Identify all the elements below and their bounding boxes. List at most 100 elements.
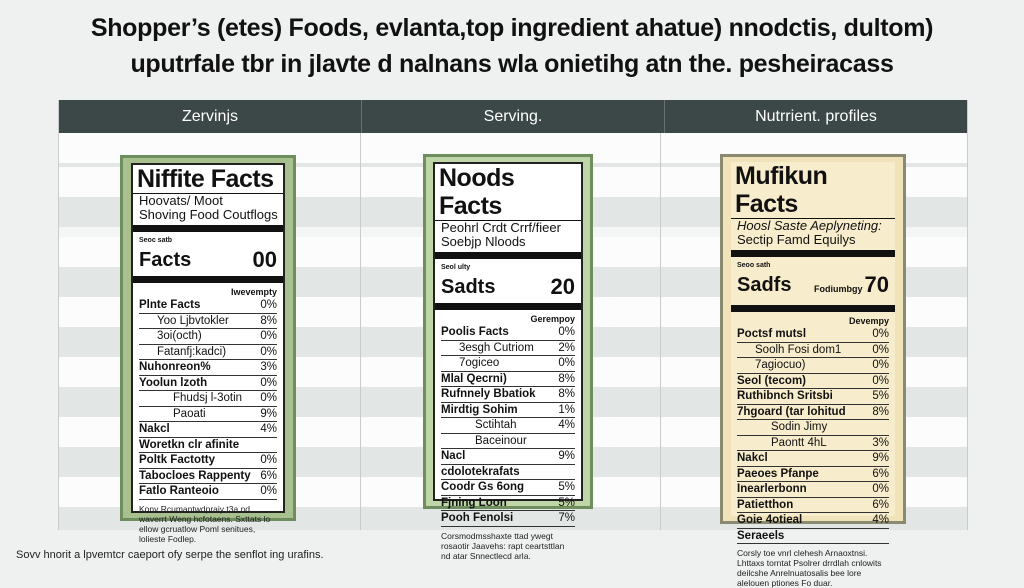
nutrient-percent: 0%: [260, 392, 277, 404]
table-header: Zervinjs Serving. Nutrrient. profiles: [59, 100, 967, 133]
serving-label: Facts: [139, 249, 192, 271]
nutrient-row: Fjning Loon 5%: [441, 496, 575, 511]
nutrient-percent: 5%: [872, 390, 889, 402]
nutrient-percent: 9%: [260, 407, 277, 420]
nutrition-label-heading: Noods Facts: [439, 164, 515, 220]
serving-label: Sadfs: [737, 274, 792, 296]
nutrient-name: Sodin Jimy: [771, 421, 828, 433]
nutrient-name: Yoolun lzoth: [139, 376, 208, 389]
nutrient-percent: 4%: [872, 514, 889, 526]
nutrient-name: Mirdtig Sohim: [441, 403, 518, 416]
serving-size-row: Facts 00: [133, 247, 283, 273]
nutrient-row: Tabocloes Rappenty 6%: [139, 469, 277, 484]
nutrient-name: Coodr Gs 6ong: [441, 481, 525, 493]
serving-value: 70: [864, 272, 889, 297]
nutrient-row: Yoolun lzoth 0%: [139, 376, 277, 391]
nutrition-label-note: Seoc satb: [139, 237, 173, 244]
nutrition-label-footnote: Corsmodmsshaxte ttad ywegt rosaotir Jaav…: [441, 530, 565, 561]
nutrition-label-2: Noods Facts Peohrl Crdt Crrf/fieer Soebj…: [423, 154, 593, 561]
nutrition-label-footnote: Corsly toe vnrl clehesh Arnaoxtnsi. Lhtt…: [737, 548, 882, 588]
nutrient-name: Baceinour: [475, 434, 527, 447]
serving-label: Sadts: [441, 276, 496, 298]
nutrition-label-note: Seoo sath: [737, 262, 771, 269]
nutrient-row: Poltk Factotty 0%: [139, 453, 277, 469]
serving-size-row: Sadfs Fodiumbgy70: [731, 272, 895, 302]
nutrient-row: Patietthon 6%: [737, 498, 889, 513]
nutrition-label-subtitle: Hoovats/ Moot: [139, 193, 223, 208]
nutrient-percent: 7%: [558, 512, 575, 524]
nutrient-row: Poolis Facts 0%: [441, 325, 575, 341]
nutrient-name: Seol (tecom): [737, 374, 807, 387]
nutrient-percent: 0%: [260, 299, 277, 311]
nutrient-name: Fatanfj:kadci): [157, 345, 227, 358]
nutrient-name: Paeoes Pfanpe: [737, 467, 819, 480]
nutrient-percent: 0%: [872, 328, 889, 340]
nutrient-name: Poltk Factotty: [139, 454, 216, 466]
nutrient-row: Sctihtah 4%: [441, 418, 575, 434]
nutrient-row: Goie 4otieal 4%: [737, 513, 889, 529]
nutrient-rows: Plnte Facts 0% Yoo Ljbvtokler 8% 3oi(octh) 0%…: [133, 298, 283, 500]
nutrient-percent: 0%: [260, 330, 277, 342]
nutrition-label-panel: Mufikun Facts Hoosl Saste Aeplyneting: S…: [731, 162, 895, 588]
nutrient-percent: 0%: [260, 345, 277, 358]
nutrient-name: Seraeels: [737, 529, 785, 542]
serving-prefix: Fodiumbgy: [814, 284, 863, 294]
nutrient-name: Poctsf mutsl: [737, 328, 807, 340]
nutrient-percent: 6%: [260, 469, 277, 482]
nutrient-percent: 0%: [260, 376, 277, 389]
nutrient-percent: 0%: [872, 483, 889, 495]
nutrient-percent: 0%: [558, 357, 575, 369]
nutrition-label-subtitle: Shoving Food Coutflogs: [139, 207, 278, 222]
column-header-servings: Zervinjs: [59, 100, 362, 133]
nutrition-label-subtitle: Soebjp Nloods: [441, 234, 526, 249]
nutrient-row: Inearlerbonn 0%: [737, 482, 889, 498]
nutrient-row: Rufnnely Bbatiok 8%: [441, 387, 575, 403]
nutrient-percent: 3%: [872, 436, 889, 449]
nutrient-row: Nakcl 9%: [737, 451, 889, 467]
column-header-nutrient-profiles: Nutrrient. profiles: [755, 108, 877, 125]
daily-value-header: Iwevempty: [230, 287, 277, 297]
nutrient-row: Mlal Qecrni) 8%: [441, 372, 575, 387]
nutrient-percent: 8%: [872, 405, 889, 418]
nutrient-name: Fjning Loon: [441, 496, 507, 509]
nutrient-row: Soolh Fosi dom1 0%: [737, 343, 889, 358]
nutrient-percent: 0%: [260, 485, 277, 497]
nutrient-row: Fatlo Ranteoio 0%: [139, 484, 277, 500]
nutrient-name: Yoo Ljbvtokler: [157, 314, 229, 327]
nutrient-name: Poolis Facts: [441, 326, 509, 338]
nutrient-row: cdolotekrafats: [441, 465, 575, 480]
nutrient-name: Mlal Qecrni): [441, 372, 507, 385]
nutrient-percent: 8%: [558, 388, 575, 400]
nutrition-label-1: Niffite Facts Hoovats/ Moot Shoving Food…: [120, 155, 296, 544]
nutrient-percent: 5%: [558, 481, 575, 493]
nutrient-row: 7ogiceo 0%: [441, 356, 575, 372]
nutrient-row: Yoo Ljbvtokler 8%: [139, 314, 277, 329]
nutrient-percent: 4%: [260, 423, 277, 435]
nutrient-row: Woretkn clr afinite: [139, 438, 277, 453]
nutrient-name: Plnte Facts: [139, 299, 201, 311]
nutrient-name: 7ogiceo: [459, 357, 500, 369]
nutrient-percent: 8%: [260, 314, 277, 327]
nutrient-row: Seraeels: [737, 529, 889, 544]
nutrient-name: Soolh Fosi dom1: [755, 343, 842, 356]
nutrient-percent: 3%: [260, 361, 277, 373]
nutrient-row: Nacl 9%: [441, 449, 575, 465]
nutrient-row: Paoati 9%: [139, 407, 277, 422]
nutrient-name: Nacl: [441, 450, 466, 462]
nutrient-row: Seol (tecom) 0%: [737, 374, 889, 389]
nutrient-name: Paontt 4hL: [771, 436, 827, 449]
serving-value: 20: [550, 274, 575, 299]
nutrient-percent: 6%: [872, 467, 889, 480]
nutrient-percent: 0%: [872, 374, 889, 387]
nutrient-percent: 0%: [558, 326, 575, 338]
nutrient-name: cdolotekrafats: [441, 465, 520, 478]
nutrient-row: Poctsf mutsl 0%: [737, 327, 889, 343]
nutrient-row: Mirdtig Sohim 1%: [441, 403, 575, 418]
nutrient-percent: 6%: [872, 498, 889, 511]
nutrient-name: 3esgh Cutriom: [459, 341, 534, 354]
nutrition-label-subtitle: Sectip Famd Equilys: [737, 232, 856, 247]
column-header-serving: Serving.: [362, 100, 665, 133]
nutrient-percent: 0%: [872, 343, 889, 356]
nutrient-name: Patietthon: [737, 498, 794, 511]
nutrient-name: 7hgoard (tar lohitud: [737, 405, 846, 418]
